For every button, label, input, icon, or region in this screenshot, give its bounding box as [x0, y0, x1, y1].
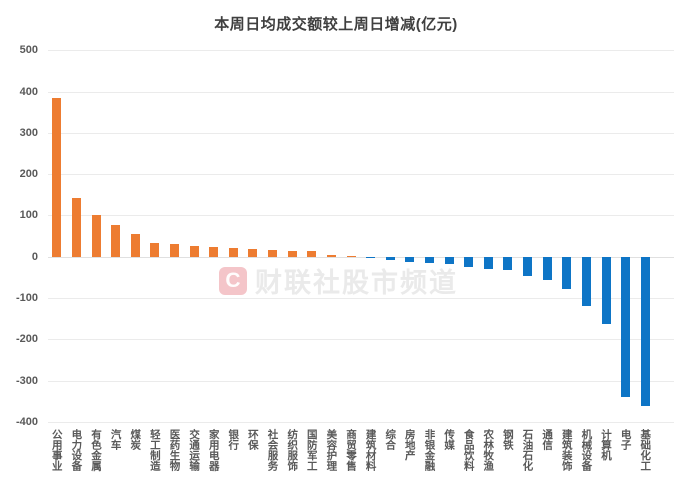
bar — [640, 256, 650, 407]
gridline — [48, 256, 674, 258]
bar — [601, 256, 611, 325]
x-axis-category-label: 国防军工 — [305, 429, 318, 471]
bar — [71, 197, 81, 257]
x-axis-category-label: 有色金属 — [90, 429, 102, 471]
gridline — [48, 380, 674, 382]
y-axis-tick-label: 300 — [19, 126, 38, 139]
bar — [130, 233, 140, 257]
y-axis-tick-label: -400 — [15, 415, 38, 428]
gridline — [48, 91, 674, 93]
bar — [326, 254, 336, 257]
bar — [542, 256, 552, 280]
x-axis-category-label: 商贸零售 — [345, 429, 357, 471]
gridline — [48, 174, 674, 176]
x-axis-category-label: 交通运输 — [188, 429, 201, 471]
y-axis-tick-label: -300 — [15, 374, 38, 387]
gridline — [48, 421, 674, 423]
x-axis-category-label: 轻工制造 — [148, 429, 161, 471]
gridline — [48, 50, 674, 52]
bar — [189, 245, 199, 257]
y-axis-tick-label: -200 — [15, 333, 38, 346]
x-axis-category-label: 房地产 — [403, 429, 416, 461]
watermark-text: 财联社股市频道 — [255, 268, 458, 298]
x-axis-category-label: 公用事业 — [50, 429, 63, 471]
x-axis-category-label: 建筑装饰 — [560, 429, 573, 471]
bar — [170, 244, 179, 257]
bar — [503, 256, 513, 271]
x-axis-category-label: 家用电器 — [207, 429, 220, 471]
watermark: C 财联社股市频道 — [219, 261, 458, 300]
bar — [150, 242, 160, 257]
y-axis-tick-label: 400 — [19, 85, 38, 98]
bar — [385, 256, 395, 261]
x-axis-category-label: 石油石化 — [521, 429, 534, 471]
chart-title: 本周日均成交额较上周日增减(亿元) — [214, 16, 458, 33]
x-axis-category-label: 电力设备 — [70, 429, 83, 471]
x-axis-category-label: 传媒 — [443, 429, 456, 450]
bar — [228, 248, 238, 257]
bar — [268, 250, 277, 257]
x-axis-category-label: 医药生物 — [168, 429, 181, 471]
bar — [425, 256, 434, 264]
gridline — [48, 132, 674, 134]
x-axis-category-label: 社会服务 — [266, 429, 279, 471]
y-axis-tick-label: 500 — [19, 44, 38, 57]
bar — [483, 256, 493, 270]
bar — [621, 256, 631, 398]
gridline — [48, 298, 674, 299]
bar — [405, 256, 415, 262]
y-axis-tick-label: 100 — [19, 209, 38, 222]
x-axis-category-label: 钢铁 — [501, 429, 514, 450]
bar — [464, 256, 474, 267]
bar — [581, 256, 591, 306]
x-axis-category-label: 煤炭 — [129, 429, 142, 450]
x-axis-category-label: 计算机 — [600, 429, 612, 461]
x-axis-category-label: 农林牧渔 — [482, 429, 495, 471]
bar — [562, 256, 572, 290]
y-axis-tick-label: 200 — [19, 168, 38, 181]
bar — [111, 224, 121, 257]
y-axis-tick-label: 0 — [31, 250, 38, 263]
bar — [52, 98, 62, 257]
x-axis-category-label: 机械设备 — [580, 429, 593, 471]
bar — [444, 256, 454, 265]
bar — [523, 256, 532, 277]
bar — [91, 215, 101, 257]
x-axis-category-label: 综合 — [384, 429, 397, 450]
gridline — [48, 339, 674, 341]
x-axis-category-label: 建筑材料 — [364, 429, 377, 471]
bar — [248, 248, 258, 257]
x-axis-category-label: 美容护理 — [325, 429, 338, 471]
x-axis-category-label: 食品饮料 — [462, 429, 475, 471]
x-axis-category-label: 电子 — [619, 429, 632, 450]
x-axis-category-label: 通信 — [541, 429, 554, 450]
x-axis-category-label: 银行 — [227, 429, 240, 450]
bar — [287, 250, 297, 257]
cailianshe-logo-icon: C — [219, 266, 247, 295]
bar — [209, 246, 219, 257]
bar — [307, 251, 317, 257]
x-axis-category-label: 纺织服饰 — [286, 429, 299, 471]
x-axis-category-label: 非银金融 — [423, 429, 436, 471]
x-axis-category-label: 基础化工 — [639, 429, 652, 471]
gridline — [48, 215, 674, 217]
x-axis-category-label: 汽车 — [109, 429, 122, 450]
x-axis-category-label: 环保 — [246, 429, 259, 450]
y-axis-tick-label: -100 — [15, 292, 38, 304]
bar — [346, 255, 356, 257]
